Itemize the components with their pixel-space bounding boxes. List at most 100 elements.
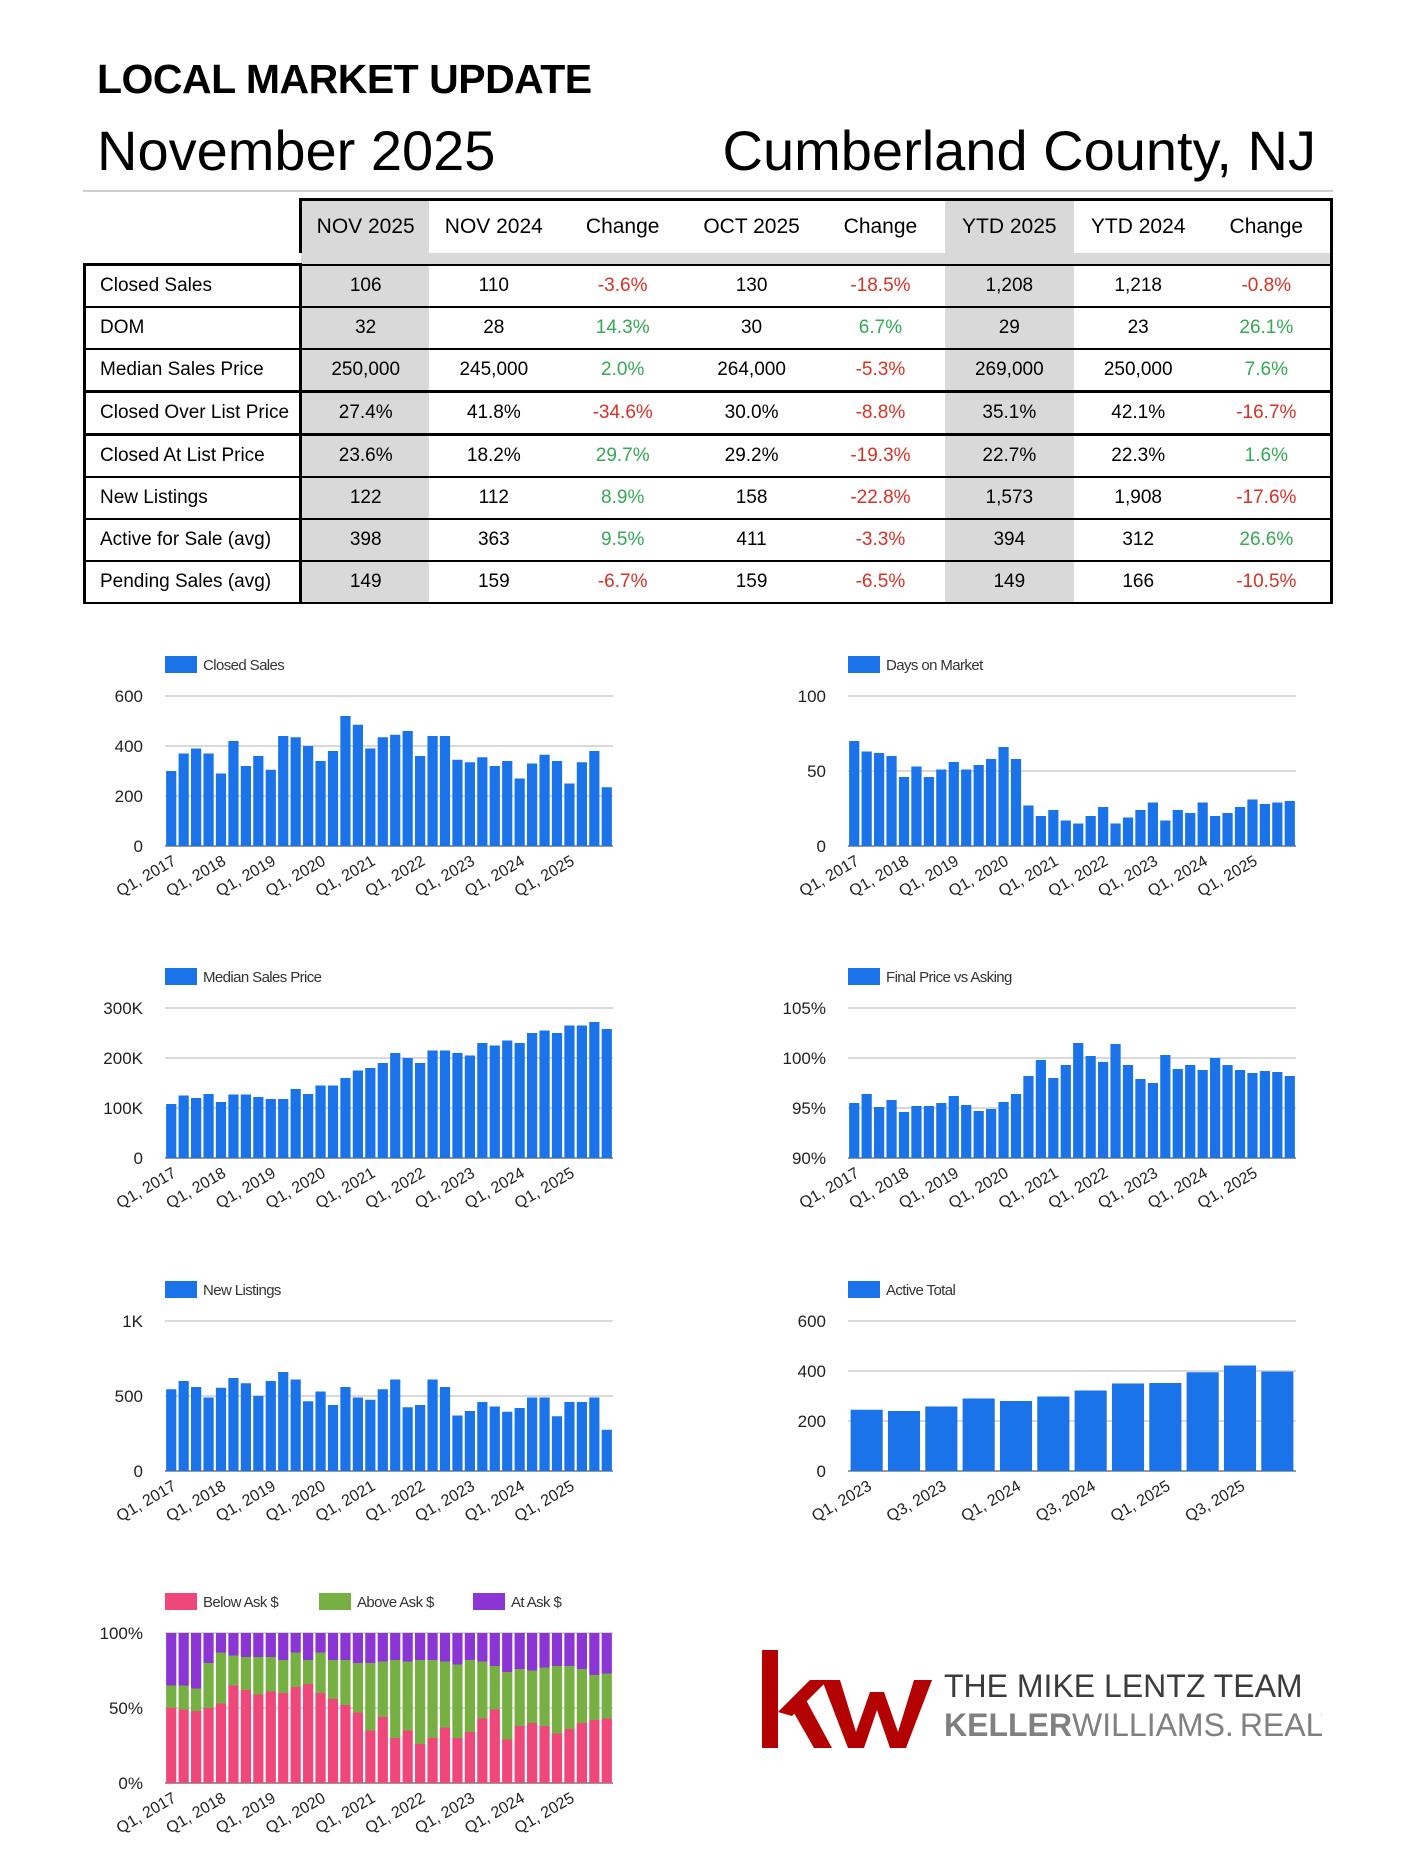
bar-segment bbox=[278, 1633, 289, 1660]
bar-segment bbox=[327, 1699, 339, 1783]
bar bbox=[527, 1033, 538, 1158]
legend-label: Below Ask $ bbox=[203, 1594, 279, 1611]
bar-segment bbox=[439, 1661, 451, 1728]
table-cell: 106 bbox=[300, 263, 430, 308]
bar-segment bbox=[178, 1685, 189, 1710]
bar bbox=[240, 1383, 251, 1471]
bar bbox=[1073, 823, 1084, 846]
legend-label: Days on Market bbox=[886, 657, 984, 674]
bar bbox=[191, 748, 202, 846]
bar bbox=[1085, 816, 1096, 846]
y-tick-label: 1K bbox=[122, 1312, 143, 1331]
legend-label: Median Sales Price bbox=[203, 969, 322, 986]
bar bbox=[936, 769, 947, 846]
table-cell: 23 bbox=[1073, 306, 1203, 350]
table-cell: -16.7% bbox=[1202, 390, 1333, 436]
bar bbox=[973, 1111, 984, 1158]
bar bbox=[1110, 823, 1121, 846]
bar-segment bbox=[415, 1744, 426, 1783]
bar bbox=[1035, 816, 1046, 846]
bar-segment bbox=[415, 1660, 426, 1744]
table-cell: 6.7% bbox=[816, 306, 945, 350]
bar bbox=[253, 756, 264, 846]
column-header: YTD 2024 bbox=[1073, 198, 1203, 253]
bar-segment bbox=[452, 1633, 463, 1665]
table-cell: 1,208 bbox=[944, 263, 1074, 308]
team-name: THE MIKE LENTZ TEAM bbox=[944, 1668, 1303, 1704]
report-location: Cumberland County, NJ bbox=[722, 119, 1316, 182]
bar bbox=[477, 1402, 488, 1471]
bar bbox=[464, 1055, 475, 1158]
bar bbox=[191, 1387, 202, 1471]
keller-williams-logo: THE MIKE LENTZ TEAM KELLERWILLIAMS.REALT… bbox=[762, 1650, 1322, 1748]
bar bbox=[1122, 1065, 1134, 1158]
table-cell: -17.6% bbox=[1202, 476, 1333, 520]
bar bbox=[1160, 1055, 1171, 1158]
bar-segment bbox=[377, 1661, 388, 1717]
bar-segment bbox=[365, 1663, 376, 1731]
table-cell: 250,000 bbox=[300, 348, 430, 393]
table-cell: 35.1% bbox=[944, 390, 1074, 436]
bar-segment bbox=[215, 1633, 227, 1653]
bar-segment bbox=[265, 1657, 276, 1692]
bar bbox=[415, 1405, 426, 1471]
bar-segment bbox=[377, 1633, 388, 1662]
bar-segment bbox=[576, 1723, 587, 1783]
bar bbox=[925, 1406, 958, 1471]
bar bbox=[166, 1104, 177, 1158]
bar bbox=[1185, 1065, 1196, 1158]
bar-segment bbox=[303, 1684, 314, 1783]
x-tick-label: Q1, 2025 bbox=[1108, 1478, 1174, 1526]
bar bbox=[439, 1050, 451, 1158]
bar bbox=[1098, 1062, 1109, 1158]
bar-segment bbox=[166, 1633, 177, 1686]
table-cell: -8.8% bbox=[816, 390, 945, 436]
bar-segment bbox=[191, 1633, 202, 1689]
bar bbox=[1160, 820, 1171, 846]
bar bbox=[564, 1402, 575, 1471]
bar bbox=[1149, 1383, 1182, 1471]
table-cell: 30 bbox=[687, 306, 816, 350]
bar bbox=[936, 1103, 947, 1158]
bar-segment bbox=[402, 1661, 413, 1731]
bar bbox=[427, 1050, 438, 1158]
bar bbox=[240, 1094, 251, 1158]
bar bbox=[1048, 1078, 1059, 1158]
table-cell: 130 bbox=[687, 263, 816, 308]
table-cell: 149 bbox=[944, 560, 1074, 604]
table-cell: 110 bbox=[429, 263, 559, 308]
bar bbox=[898, 777, 910, 846]
row-label: Pending Sales (avg) bbox=[83, 560, 302, 604]
x-tick-label: Q3, 2024 bbox=[1033, 1478, 1099, 1526]
bar bbox=[452, 1415, 463, 1471]
table-row: Pending Sales (avg) 149 159 -6.7% 159 -6.5% 14… bbox=[83, 560, 1333, 604]
bar bbox=[365, 1068, 376, 1158]
bar-segment bbox=[439, 1633, 451, 1662]
bar bbox=[290, 737, 301, 846]
table-cell: 7.6% bbox=[1202, 348, 1333, 393]
bar bbox=[589, 1022, 600, 1158]
bar bbox=[962, 1398, 995, 1471]
table-cell: 29 bbox=[944, 306, 1074, 350]
y-tick-label: 400 bbox=[798, 1362, 826, 1381]
bar bbox=[576, 1025, 587, 1158]
bar bbox=[240, 766, 251, 846]
table-cell: -10.5% bbox=[1202, 560, 1333, 604]
y-tick-label: 400 bbox=[115, 737, 143, 756]
bar bbox=[290, 1379, 301, 1471]
y-tick-label: 50% bbox=[109, 1699, 143, 1718]
bar bbox=[303, 746, 314, 846]
bar bbox=[340, 1078, 351, 1158]
legend-swatch bbox=[848, 656, 880, 673]
bar bbox=[1210, 1058, 1221, 1158]
bar bbox=[923, 777, 934, 846]
brokerage-light: WILLIAMS bbox=[1072, 1707, 1225, 1743]
table-cell: 29.2% bbox=[687, 433, 816, 478]
bar-segment bbox=[601, 1718, 612, 1783]
legend-label: Active Total bbox=[886, 1282, 955, 1299]
table-cell: -6.5% bbox=[816, 560, 945, 604]
legend-swatch bbox=[319, 1593, 351, 1610]
bar bbox=[589, 751, 600, 846]
bar bbox=[327, 1085, 339, 1158]
